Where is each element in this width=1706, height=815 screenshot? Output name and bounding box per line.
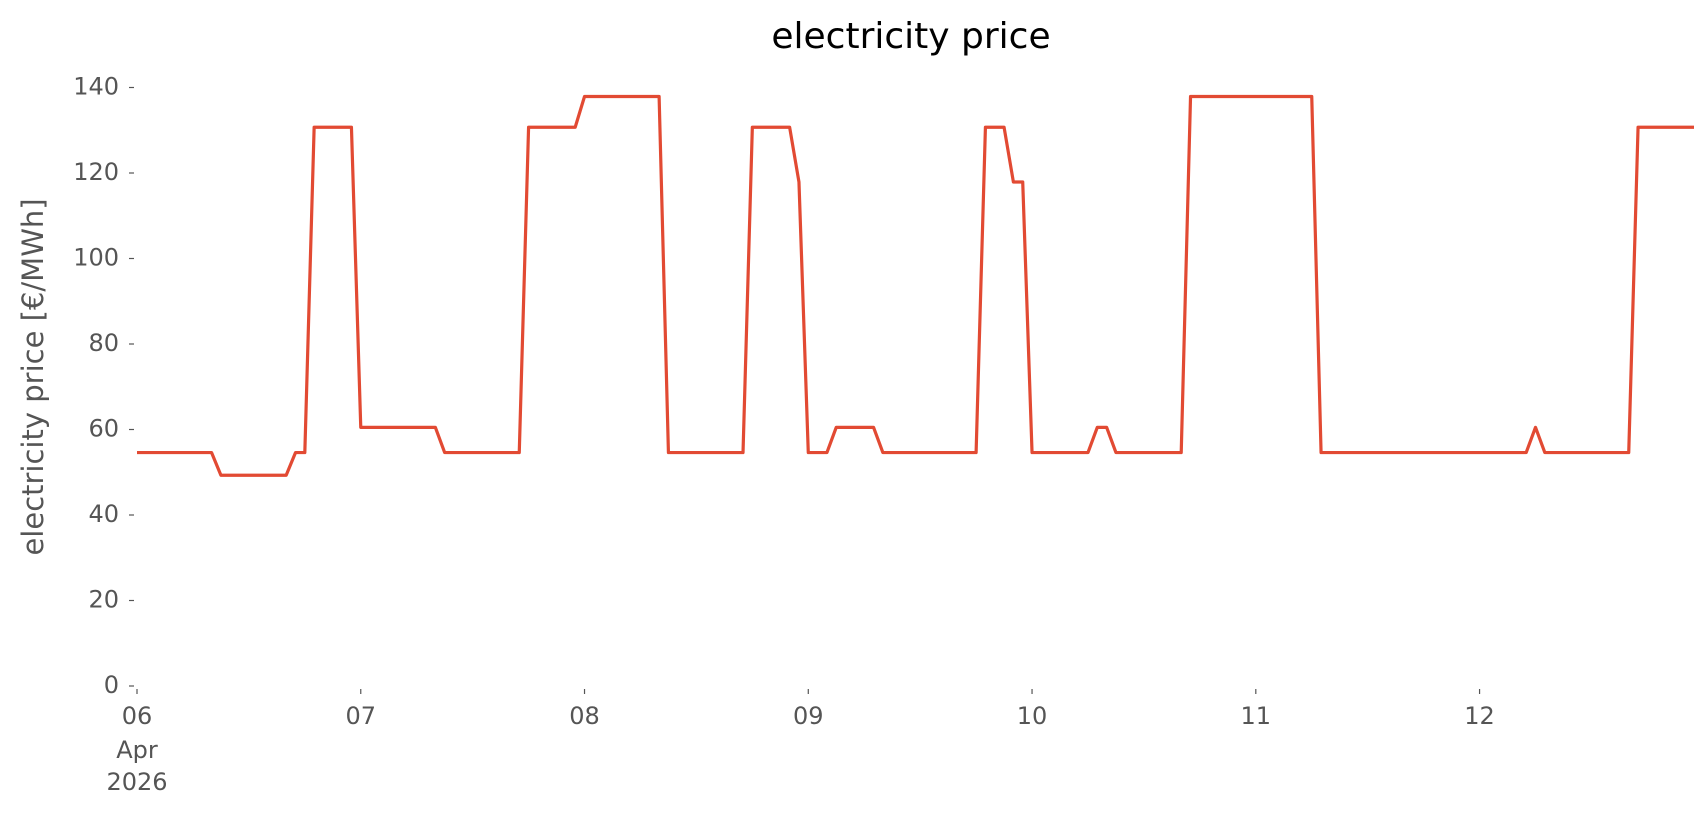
y-tick-label: 40 bbox=[88, 500, 119, 528]
x-tick-label: 12 bbox=[1464, 702, 1495, 730]
y-axis-label: electricity price [€/MWh] bbox=[16, 198, 50, 555]
y-tick-label: 0 bbox=[104, 671, 119, 699]
x-tick-label: 06 bbox=[122, 702, 153, 730]
y-tick-label: 120 bbox=[73, 158, 119, 186]
chart-title: electricity price bbox=[771, 16, 1050, 57]
x-tick-label: 07 bbox=[345, 702, 376, 730]
y-tick-label: 140 bbox=[73, 73, 119, 101]
y-tick-label: 60 bbox=[88, 415, 119, 443]
x-tick-label: 10 bbox=[1017, 702, 1048, 730]
y-tick-label: 100 bbox=[73, 244, 119, 272]
x-tick-label: 08 bbox=[569, 702, 600, 730]
line-series bbox=[137, 94, 1694, 477]
x-tick-label: 09 bbox=[793, 702, 824, 730]
y-tick-label: 80 bbox=[88, 329, 119, 357]
y-tick-label: 20 bbox=[88, 586, 119, 614]
x-tick-label: 11 bbox=[1241, 702, 1272, 730]
x-tick-sublabel: 2026 bbox=[106, 768, 167, 796]
x-tick-sublabel: Apr bbox=[116, 736, 158, 764]
